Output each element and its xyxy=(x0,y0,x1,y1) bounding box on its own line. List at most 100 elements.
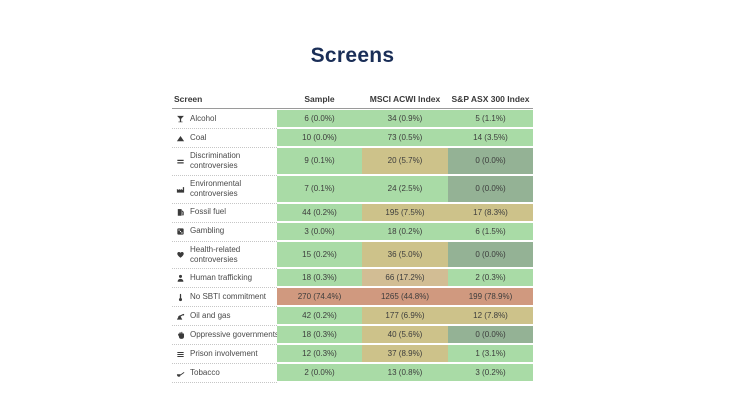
coal-mound-icon xyxy=(174,134,186,143)
row-label: Oppressive governments xyxy=(190,330,279,340)
cocktail-icon xyxy=(174,115,186,124)
fuel-pump-icon xyxy=(174,208,186,217)
table-row-oppressive-governments: Oppressive governments 18 (0.3%) 40 (5.6… xyxy=(172,326,533,346)
row-label: Environmental controversies xyxy=(190,178,242,199)
row-label-cell: Tobacco xyxy=(172,364,277,384)
heart-icon xyxy=(174,250,186,259)
row-label-cell: Health-related controversies xyxy=(172,242,277,270)
msci-acwi-value: 37 (8.9%) xyxy=(362,345,448,365)
oil-pump-icon xyxy=(174,312,186,321)
msci-acwi-value: 24 (2.5%) xyxy=(362,175,448,204)
row-label: Alcohol xyxy=(190,113,217,123)
sp-asx-value: 1 (3.1%) xyxy=(448,345,533,365)
table-row-environmental: Environmental controversies 7 (0.1%) 24 … xyxy=(172,175,533,204)
row-label-cell: Oppressive governments xyxy=(172,326,279,346)
row-label-cell: Prison involvement xyxy=(172,345,277,365)
sample-value: 18 (0.3%) xyxy=(277,269,362,289)
table-row-prison-involvement: Prison involvement 12 (0.3%) 37 (8.9%) 1… xyxy=(172,345,533,365)
table-row-gambling: Gambling 3 (0.0%) 18 (0.2%) 6 (1.5%) xyxy=(172,222,533,242)
row-label-cell: Discrimination controversies xyxy=(172,148,277,176)
dice-icon xyxy=(174,227,186,236)
sample-value: 12 (0.3%) xyxy=(277,345,362,365)
sp-asx-value: 0 (0.0%) xyxy=(448,241,533,270)
sample-value: 3 (0.0%) xyxy=(277,222,362,242)
row-label-cell: Human trafficking xyxy=(172,269,277,289)
msci-acwi-value: 36 (5.0%) xyxy=(362,241,448,270)
row-label: Tobacco xyxy=(190,368,220,378)
table-row-oil-and-gas: Oil and gas 42 (0.2%) 177 (6.9%) 12 (7.8… xyxy=(172,307,533,327)
row-label-cell: Environmental controversies xyxy=(172,176,277,204)
row-label-cell: Coal xyxy=(172,129,277,148)
row-label-cell: Fossil fuel xyxy=(172,204,277,223)
column-header-sample: Sample xyxy=(304,94,335,104)
smoking-pipe-icon xyxy=(174,369,186,378)
table-row-discrimination: Discrimination controversies 9 (0.1%) 20… xyxy=(172,148,533,176)
person-icon xyxy=(174,274,186,283)
msci-acwi-value: 13 (0.8%) xyxy=(362,364,448,384)
msci-acwi-value: 177 (6.9%) xyxy=(362,307,448,327)
sample-value: 18 (0.3%) xyxy=(277,326,362,346)
thermometer-icon xyxy=(174,293,186,302)
sample-value: 270 (74.4%) xyxy=(277,288,362,308)
prison-bars-icon xyxy=(174,350,186,359)
sample-value: 9 (0.1%) xyxy=(277,148,362,176)
row-label: Fossil fuel xyxy=(190,207,227,217)
table-row-tobacco: Tobacco 2 (0.0%) 13 (0.8%) 3 (0.2%) xyxy=(172,364,533,384)
sp-asx-value: 5 (1.1%) xyxy=(448,110,533,129)
table-row-alcohol: Alcohol 6 (0.0%) 34 (0.9%) 5 (1.1%) xyxy=(172,110,533,129)
sp-asx-value: 12 (7.8%) xyxy=(448,307,533,327)
row-label: Oil and gas xyxy=(190,311,231,321)
sample-value: 2 (0.0%) xyxy=(277,364,362,384)
table-row-no-sbti: No SBTI commitment 270 (74.4%) 1265 (44.… xyxy=(172,288,533,308)
msci-acwi-value: 66 (17.2%) xyxy=(362,269,448,289)
sample-value: 6 (0.0%) xyxy=(277,110,362,129)
msci-acwi-value: 34 (0.9%) xyxy=(362,110,448,129)
table-header-row: Screen Sample MSCI ACWI Index S&P ASX 30… xyxy=(172,94,533,109)
msci-acwi-value: 18 (0.2%) xyxy=(362,222,448,242)
row-label: Discrimination controversies xyxy=(190,151,241,171)
msci-acwi-value: 195 (7.5%) xyxy=(362,203,448,223)
page-title: Screens xyxy=(310,44,395,67)
sp-asx-value: 17 (8.3%) xyxy=(448,203,533,223)
row-label: Coal xyxy=(190,132,207,142)
msci-acwi-value: 20 (5.7%) xyxy=(362,148,448,176)
table-row-coal: Coal 10 (0.0%) 73 (0.5%) 14 (3.5%) xyxy=(172,129,533,148)
sample-value: 15 (0.2%) xyxy=(277,241,362,270)
table-body: Alcohol 6 (0.0%) 34 (0.9%) 5 (1.1%) Coal… xyxy=(172,110,533,384)
sp-asx-value: 2 (0.3%) xyxy=(448,269,533,289)
row-label-cell: Alcohol xyxy=(172,110,277,129)
sp-asx-value: 14 (3.5%) xyxy=(448,129,533,148)
row-label: Health-related controversies xyxy=(190,244,241,264)
column-header-screen: Screen xyxy=(174,94,203,104)
row-label: Prison involvement xyxy=(190,349,258,359)
row-label-cell: No SBTI commitment xyxy=(172,288,277,308)
column-header-sp-asx-300: S&P ASX 300 Index xyxy=(451,94,530,104)
table-row-human-trafficking: Human trafficking 18 (0.3%) 66 (17.2%) 2… xyxy=(172,269,533,289)
msci-acwi-value: 40 (5.6%) xyxy=(362,326,448,346)
msci-acwi-value: 1265 (44.8%) xyxy=(362,288,448,308)
sp-asx-value: 199 (78.9%) xyxy=(448,288,533,308)
row-label: No SBTI commitment xyxy=(190,292,267,302)
fist-icon xyxy=(174,331,186,340)
row-label-cell: Gambling xyxy=(172,223,277,242)
sp-asx-value: 3 (0.2%) xyxy=(448,364,533,384)
sample-value: 44 (0.2%) xyxy=(277,203,362,223)
sp-asx-value: 0 (0.0%) xyxy=(448,326,533,346)
msci-acwi-value: 73 (0.5%) xyxy=(362,129,448,148)
sample-value: 42 (0.2%) xyxy=(277,307,362,327)
row-label: Gambling xyxy=(190,226,225,236)
table-row-fossil-fuel: Fossil fuel 44 (0.2%) 195 (7.5%) 17 (8.3… xyxy=(172,203,533,223)
table-row-health-related: Health-related controversies 15 (0.2%) 3… xyxy=(172,241,533,270)
sample-value: 10 (0.0%) xyxy=(277,129,362,148)
sp-asx-value: 0 (0.0%) xyxy=(448,175,533,204)
factory-icon xyxy=(174,185,186,194)
sample-value: 7 (0.1%) xyxy=(277,175,362,204)
row-label-cell: Oil and gas xyxy=(172,307,277,327)
row-label: Human trafficking xyxy=(190,273,253,283)
sp-asx-value: 0 (0.0%) xyxy=(448,148,533,176)
sp-asx-value: 6 (1.5%) xyxy=(448,222,533,242)
inequality-bars-icon xyxy=(174,157,186,166)
column-header-msci-acwi: MSCI ACWI Index xyxy=(369,94,441,104)
screens-panel: Screens Screen Sample MSCI ACWI Index S&… xyxy=(172,44,533,384)
